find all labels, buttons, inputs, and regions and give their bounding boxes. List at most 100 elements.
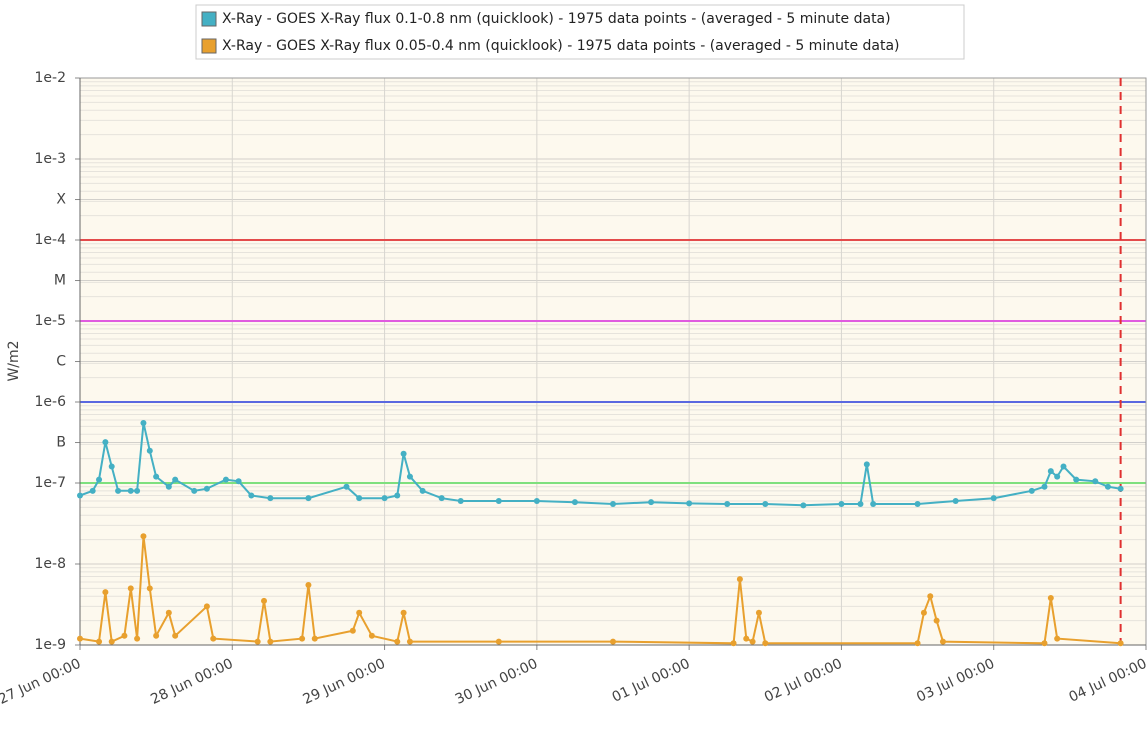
data-point	[419, 487, 426, 494]
x-tick-label: 29 Jun 00:00	[301, 656, 388, 708]
y-tick-label: 1e-6	[35, 394, 67, 410]
y-tick-label: C	[56, 354, 66, 370]
data-point	[305, 582, 312, 589]
data-point	[1092, 478, 1099, 485]
y-tick-label: 1e-3	[35, 151, 66, 167]
data-point	[235, 478, 242, 485]
data-point	[305, 495, 312, 502]
x-tick-label: 04 Jul 00:00	[1067, 656, 1148, 706]
data-point	[914, 501, 921, 508]
data-point	[77, 492, 83, 499]
data-point	[153, 473, 160, 480]
data-point	[165, 483, 172, 490]
data-point	[267, 638, 274, 645]
data-point	[146, 585, 153, 592]
data-point	[686, 500, 693, 507]
data-point	[610, 501, 616, 508]
data-point	[254, 638, 261, 645]
data-point	[96, 638, 103, 645]
data-point	[394, 492, 401, 499]
data-point	[267, 495, 274, 502]
data-point	[749, 638, 756, 645]
legend-label: X-Ray - GOES X-Ray flux 0.05-0.4 nm (qui…	[222, 38, 900, 54]
data-point	[394, 638, 401, 645]
data-point	[1047, 468, 1054, 475]
data-point	[203, 485, 210, 492]
data-point	[134, 487, 141, 494]
data-point	[1117, 640, 1124, 647]
data-point	[838, 501, 845, 508]
data-point	[127, 585, 134, 592]
data-point	[736, 576, 743, 583]
x-tick-label: 28 Jun 00:00	[148, 656, 235, 708]
y-tick-label: 1e-2	[35, 70, 66, 86]
data-point	[800, 502, 807, 509]
data-point	[495, 497, 502, 504]
data-point	[108, 463, 115, 470]
data-point	[927, 593, 934, 600]
data-point	[920, 609, 927, 616]
data-point	[134, 635, 141, 642]
data-point	[724, 501, 731, 508]
y-tick-label: 1e-5	[35, 313, 66, 329]
data-point	[203, 603, 210, 610]
data-point	[1028, 487, 1035, 494]
y-tick-label: M	[54, 273, 66, 289]
data-point	[571, 499, 578, 506]
data-point	[172, 632, 179, 639]
x-tick-label: 02 Jul 00:00	[762, 656, 845, 706]
data-point	[1054, 635, 1061, 642]
data-point	[96, 476, 103, 483]
data-point	[191, 487, 198, 494]
data-point	[857, 501, 864, 508]
data-point	[343, 483, 350, 490]
x-tick-label: 03 Jul 00:00	[914, 656, 997, 706]
data-point	[1073, 476, 1080, 483]
data-point	[870, 501, 877, 508]
data-point	[1041, 483, 1048, 490]
data-point	[146, 447, 153, 454]
x-tick-label: 01 Jul 00:00	[610, 656, 693, 706]
data-point	[368, 632, 375, 639]
data-point	[108, 638, 115, 645]
data-point	[1041, 640, 1048, 647]
data-point	[356, 609, 363, 616]
legend-box	[195, 4, 965, 60]
data-point	[457, 497, 464, 504]
legend-label: X-Ray - GOES X-Ray flux 0.1-0.8 nm (quic…	[222, 11, 891, 27]
data-point	[261, 597, 268, 604]
legend-swatch	[201, 11, 217, 27]
data-point	[533, 497, 540, 504]
data-point	[121, 632, 128, 639]
data-point	[381, 495, 388, 502]
data-point	[990, 495, 997, 502]
data-point	[743, 635, 750, 642]
data-point	[89, 487, 96, 494]
legend: X-Ray - GOES X-Ray flux 0.1-0.8 nm (quic…	[201, 11, 900, 54]
data-point	[939, 638, 946, 645]
data-point	[222, 476, 229, 483]
y-tick-label: X	[56, 192, 66, 208]
series-line	[79, 422, 1121, 507]
x-tick-label: 30 Jun 00:00	[453, 656, 540, 708]
data-point	[102, 589, 109, 596]
y-tick-label: 1e-9	[35, 637, 66, 653]
data-point	[311, 635, 318, 642]
data-point	[127, 487, 134, 494]
data-point	[914, 640, 921, 647]
data-point	[438, 495, 445, 502]
data-point	[730, 640, 737, 647]
data-point	[77, 635, 83, 642]
legend-swatch	[201, 38, 217, 54]
data-point	[863, 461, 870, 468]
x-tick-label: 27 Jun 00:00	[0, 656, 83, 708]
data-point	[356, 495, 363, 502]
data-point	[248, 492, 255, 499]
data-point	[299, 635, 306, 642]
data-point	[172, 476, 179, 483]
data-point	[102, 439, 109, 446]
data-point	[1060, 463, 1067, 470]
data-point	[406, 638, 413, 645]
data-point	[1047, 595, 1054, 602]
